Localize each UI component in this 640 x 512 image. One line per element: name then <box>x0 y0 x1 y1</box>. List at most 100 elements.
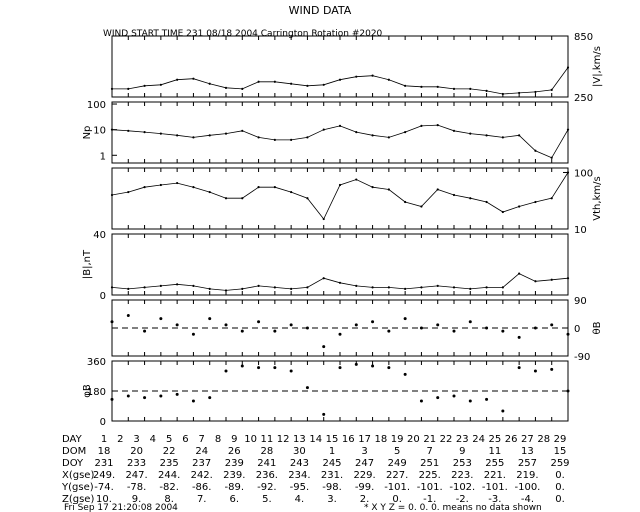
table-cell: 24 <box>195 446 208 457</box>
data-point <box>338 124 342 128</box>
table-cell: 0. <box>555 482 565 493</box>
table-cell: 251 <box>420 458 439 469</box>
table-cell: 239. <box>223 470 245 481</box>
data-point <box>420 85 423 88</box>
y-tick-label: 40 <box>93 230 106 241</box>
table-cell: -3. <box>488 494 501 505</box>
table-cell: 244. <box>158 470 180 481</box>
table-cell: 30 <box>293 446 306 457</box>
data-point <box>110 397 114 401</box>
chart-title: WIND DATA <box>289 4 352 17</box>
data-point <box>273 80 276 83</box>
table-cell: -101. <box>417 482 443 493</box>
data-point <box>501 286 504 289</box>
data-point <box>273 138 276 141</box>
table-cell: 9 <box>459 446 465 457</box>
y-tick-label: 100 <box>574 168 593 179</box>
data-point <box>485 200 488 204</box>
data-point <box>290 287 293 290</box>
orbit-table: DAY 1 2 3 4 5 6 7 8 9 10 11 12 13 14 15 16 17 18 19 20 21 22 23… <box>61 434 570 505</box>
data-point <box>273 366 277 370</box>
data-point <box>468 399 472 403</box>
data-point <box>501 409 505 413</box>
data-point <box>241 87 244 90</box>
data-point <box>420 286 423 289</box>
data-point <box>518 134 521 137</box>
table-cell: -101. <box>384 482 410 493</box>
y-tick-label: -90 <box>574 352 590 363</box>
table-cell: 247 <box>355 458 374 469</box>
table-cell: -101. <box>482 482 508 493</box>
table-cell: 223. <box>451 470 473 481</box>
table-cell: 11 <box>488 446 501 457</box>
data-point <box>566 66 570 69</box>
table-cell: 1 <box>101 434 107 445</box>
data-point <box>534 200 537 204</box>
table-cell: 22 <box>440 434 453 445</box>
table-cell: 219. <box>516 470 538 481</box>
data-point <box>159 284 162 287</box>
data-point <box>404 131 407 134</box>
y-axis-label: Np <box>82 126 93 140</box>
data-point <box>241 287 244 290</box>
data-point <box>501 210 504 214</box>
data-point <box>387 188 390 191</box>
table-cell: 28 <box>260 446 273 457</box>
data-point <box>387 286 390 289</box>
table-cell: 2 <box>117 434 123 445</box>
data-point <box>566 171 570 174</box>
table-cell: 5 <box>166 434 172 445</box>
chart-subtitle: WIND START TIME 231 08/18 2004 Carringto… <box>103 29 383 39</box>
table-cell: 20 <box>130 446 143 457</box>
data-point <box>176 134 179 137</box>
data-point <box>550 367 554 371</box>
table-cell: 8 <box>215 434 221 445</box>
table-cell: 242. <box>191 470 213 481</box>
y-tick-label: 180 <box>87 387 106 398</box>
series-line <box>111 172 569 220</box>
footnote: * X Y Z = 0. 0. 0. means no data shown <box>364 503 542 512</box>
panel-field_magnitude: 40 0 |B|,nT <box>82 230 570 302</box>
table-cell: 6. <box>230 494 240 505</box>
data-point <box>371 74 374 77</box>
data-point <box>550 197 553 200</box>
data-point <box>338 281 342 284</box>
table-cell: -1. <box>423 494 436 505</box>
data-point <box>127 190 130 194</box>
data-point <box>338 366 342 370</box>
table-cell: 3 <box>133 434 139 445</box>
data-point <box>404 287 407 290</box>
y-tick-label: 0 <box>574 324 580 335</box>
y-tick-label: 360 <box>87 357 106 368</box>
data-point <box>371 364 375 368</box>
data-point <box>322 83 325 86</box>
data-point <box>159 183 162 187</box>
table-cell: 221. <box>484 470 506 481</box>
table-cell: -92. <box>257 482 277 493</box>
data-point <box>355 284 358 287</box>
data-point <box>290 138 293 141</box>
table-cell: 0. <box>555 494 565 505</box>
table-cell: 18 <box>98 446 111 457</box>
data-point <box>550 88 553 91</box>
data-point <box>355 178 358 181</box>
panel-frame <box>111 167 569 230</box>
table-row-label: Y(gse) <box>61 482 94 493</box>
data-point <box>224 369 228 373</box>
data-point <box>436 188 439 191</box>
table-cell: 26 <box>505 434 518 445</box>
table-cell: 5 <box>394 446 400 457</box>
data-point <box>452 394 456 398</box>
data-point <box>550 156 553 159</box>
data-point <box>452 193 456 197</box>
table-row-label: DOY <box>62 458 84 469</box>
data-point <box>143 131 146 134</box>
data-point <box>518 205 521 208</box>
panel-frame <box>111 233 569 296</box>
table-cell: 13 <box>293 434 306 445</box>
panel-speed: 850 250 |V|,km/s <box>110 32 603 104</box>
y-tick-label: 10 <box>574 225 587 236</box>
data-point <box>566 277 570 280</box>
data-point <box>175 392 179 396</box>
data-point <box>517 366 521 370</box>
